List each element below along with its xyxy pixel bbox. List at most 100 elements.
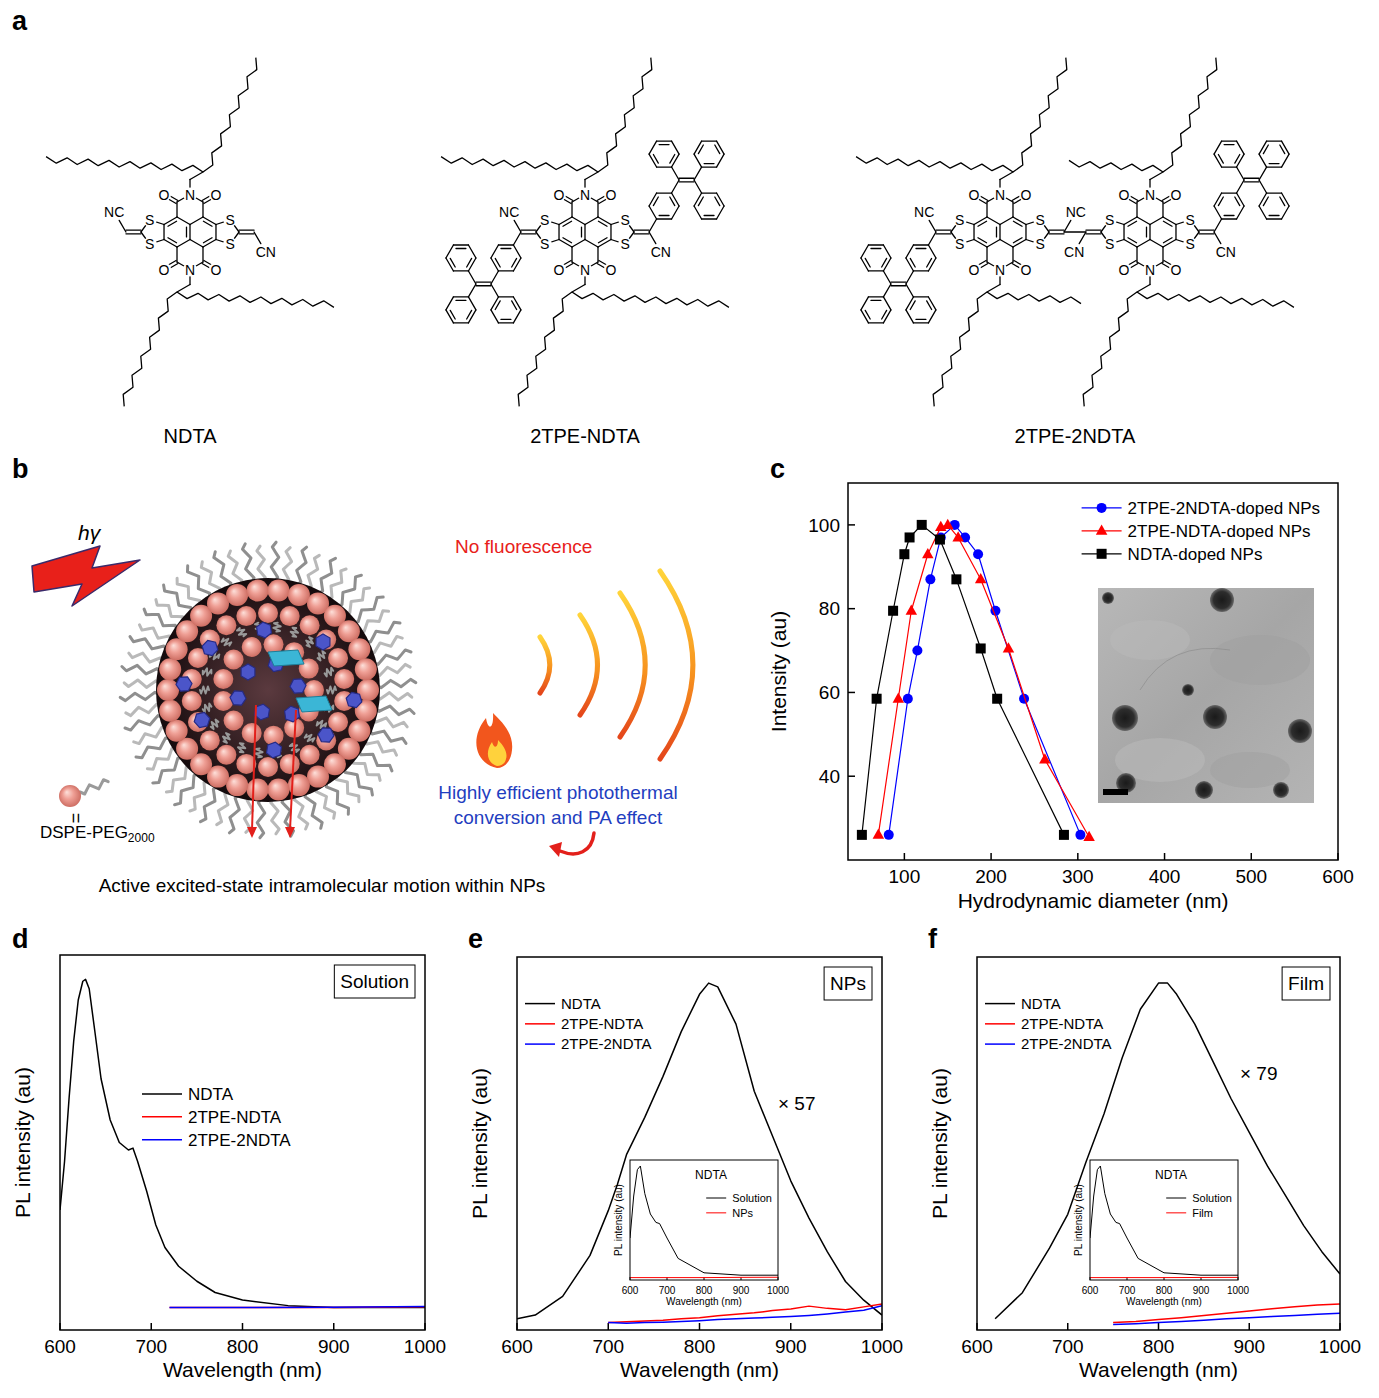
x-tick [333, 1323, 335, 1330]
atom-label: O [969, 262, 980, 278]
lipid-tail [372, 718, 407, 727]
atom-label: S [1186, 236, 1195, 252]
bond [861, 297, 869, 310]
legend-label: NPs [732, 1207, 753, 1219]
bond [446, 258, 453, 271]
alkyl-chain [46, 157, 203, 172]
bond [1267, 166, 1282, 167]
bond [694, 206, 701, 219]
bond [715, 197, 720, 206]
heat-wave [660, 571, 693, 759]
legend: NDTA2TPE-NDTA2TPE-2NDTA [985, 995, 1112, 1053]
marker [951, 574, 961, 584]
plot-frame [848, 483, 1338, 860]
bond [571, 202, 572, 217]
atom-background [578, 188, 592, 202]
chart: 6007008009001000Wavelength (nm)PL intens… [928, 957, 1361, 1381]
lipid-head [200, 730, 220, 750]
bond [491, 297, 499, 310]
y-axis-label: PL intensity (au) [1073, 1184, 1084, 1256]
plot-data [517, 983, 882, 1323]
bond [649, 219, 657, 232]
lipid-tail [358, 749, 392, 771]
bond [1282, 193, 1289, 206]
series-line [630, 1277, 778, 1278]
marker [975, 573, 987, 583]
bond [491, 284, 498, 297]
series-line [1090, 1166, 1238, 1275]
bond [702, 166, 717, 167]
bond [913, 244, 928, 245]
lipid-tail [222, 639, 232, 646]
series-line [60, 979, 425, 1307]
bond [1237, 206, 1245, 219]
legend-line [1166, 1212, 1186, 1213]
legend-label: Solution [1192, 1192, 1232, 1204]
atom-label: O [1171, 187, 1182, 203]
bond [476, 285, 491, 286]
legend-label: NDTA [561, 995, 601, 1012]
atom-label: N [1145, 262, 1155, 278]
x-tick [990, 853, 992, 860]
bond [1163, 217, 1176, 225]
bond [202, 202, 203, 217]
x-tick-label: 300 [1062, 866, 1094, 887]
bond [563, 238, 572, 243]
dye-unit [202, 640, 218, 655]
series-line [170, 1306, 426, 1308]
bond [987, 285, 1000, 293]
lipid-tail [307, 555, 320, 589]
annotation: × 79 [1240, 1063, 1278, 1084]
bond [1259, 141, 1267, 154]
bond [585, 240, 598, 248]
alkyl-chain [572, 292, 729, 307]
legend-label: 2TPE-NDTA [188, 1108, 282, 1127]
atom-background [223, 237, 237, 251]
atom-label: CN [651, 244, 671, 260]
alkyl-chain [933, 292, 987, 406]
y-axis-label: PL intensity (au) [468, 1068, 491, 1219]
bond [698, 145, 703, 154]
atom-background [604, 188, 618, 202]
y-tick-label: 80 [819, 598, 840, 619]
lipid-tail [144, 609, 178, 631]
lipid-tail [129, 653, 164, 662]
lipid-tail [364, 739, 396, 755]
atom-background [1117, 263, 1131, 277]
bond [450, 310, 455, 319]
bond [521, 233, 536, 234]
lipid-tail [369, 636, 403, 652]
bond [672, 154, 680, 167]
bond [1013, 221, 1022, 226]
marker [893, 692, 905, 702]
bond [928, 245, 935, 258]
atom-label: O [1021, 187, 1032, 203]
bond [177, 285, 190, 293]
bond [698, 197, 703, 206]
bond [476, 282, 491, 283]
bond [453, 244, 468, 245]
tem-background [1098, 588, 1314, 803]
series-line [517, 983, 882, 1319]
lipid-tail [203, 704, 212, 713]
lipid-head [300, 615, 320, 635]
marker [912, 646, 922, 656]
lipid-tail [120, 692, 160, 700]
marker [857, 830, 867, 840]
atom-label: S [1036, 212, 1045, 228]
bond [239, 230, 254, 231]
y-tick-label: 40 [819, 766, 840, 787]
dye-unit [230, 691, 246, 705]
tem-texture [1110, 620, 1190, 660]
x-axis-label: Wavelength (nm) [1079, 1358, 1238, 1381]
dye-unit [267, 742, 282, 758]
y-tick [848, 692, 855, 694]
lipid-head [316, 630, 336, 650]
bond [649, 141, 657, 154]
bond [986, 202, 987, 217]
atom-label: O [159, 187, 170, 203]
bond [1235, 197, 1240, 206]
particle-core [156, 578, 380, 802]
lipid-head [348, 638, 370, 660]
bond [882, 258, 887, 267]
